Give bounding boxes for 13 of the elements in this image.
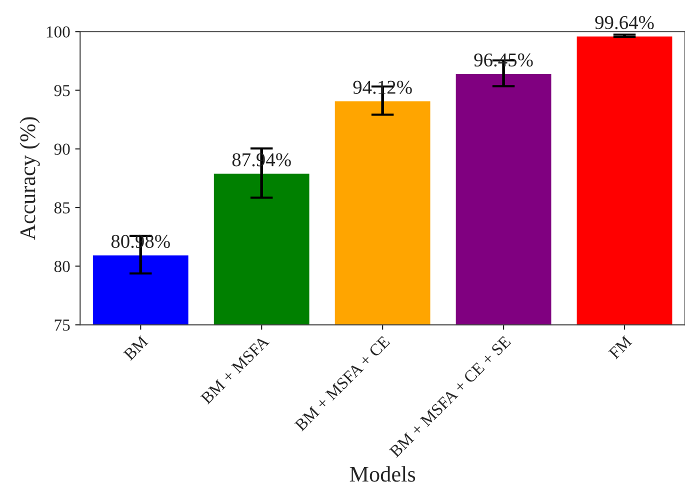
- x-axis-title: Models: [350, 466, 416, 482]
- y-tick-label: 90: [54, 144, 70, 155]
- y-tick-label: 85: [54, 202, 70, 214]
- data-label: 94.12%: [353, 80, 412, 94]
- y-axis-title: Accuracy (%): [20, 117, 40, 240]
- y-tick-label: 75: [54, 320, 70, 331]
- data-label: 96.45%: [474, 53, 533, 67]
- y-tick-label: 80: [54, 260, 70, 272]
- y-tick-label: 100: [46, 26, 70, 38]
- y-tick-label: 95: [54, 85, 70, 96]
- x-tick-label: FM: [608, 335, 632, 360]
- data-label: 99.64%: [595, 16, 654, 30]
- x-tick-label: BM: [123, 335, 148, 361]
